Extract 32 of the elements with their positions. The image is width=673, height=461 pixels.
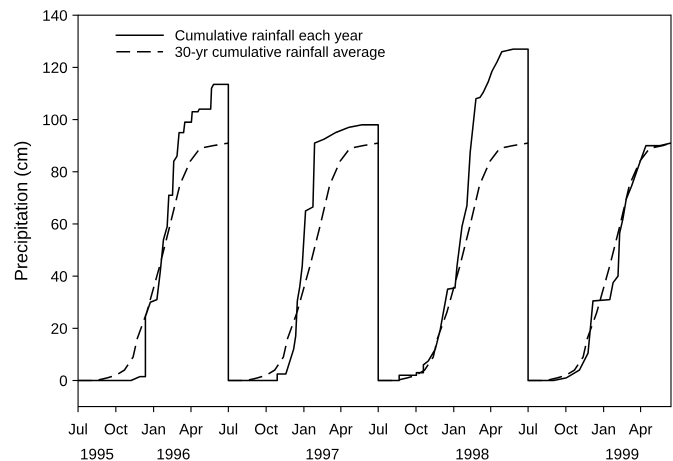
y-tick-label: 120 (43, 62, 68, 74)
legend-label: 30-yr cumulative rainfall average (175, 46, 385, 60)
y-tick-label: 0 (60, 375, 68, 386)
x-tick-label: Jan (442, 424, 466, 434)
x-tick-label: Jul (368, 423, 387, 434)
x2-tick-label: 1997 (306, 448, 339, 460)
x-tick-label: Apr (179, 424, 203, 438)
x2-tick-label: 1999 (606, 448, 638, 460)
y-tick-label: 60 (51, 218, 68, 230)
x-tick-label: Apr (628, 424, 652, 438)
x-tick-label: Jul (518, 423, 537, 434)
x-tick-label: Apr (478, 424, 502, 438)
legend-label: Cumulative rainfall each year (175, 30, 363, 44)
y-tick-label: 40 (51, 271, 68, 282)
x-tick-label: Jul (68, 423, 87, 434)
x-tick-label: Jan (292, 424, 316, 434)
x-tick-label: Oct (404, 424, 428, 434)
y-tick-label: 140 (43, 10, 68, 21)
x2-tick-label: 1995 (81, 448, 114, 460)
x-tick-label: Jan (592, 424, 615, 434)
x-tick-label: Oct (554, 424, 578, 434)
x-tick-label: Oct (104, 424, 128, 434)
x2-tick-label: 1996 (158, 448, 190, 460)
y-axis-title: Precipitation (cm) (14, 142, 32, 280)
y-tick-label: 100 (43, 114, 68, 126)
x-tick-label: Jan (142, 424, 165, 434)
x-tick-label: Jul (218, 423, 238, 434)
x2-tick-label: 1998 (456, 448, 489, 460)
y-tick-label: 80 (51, 166, 68, 178)
x-tick-label: Apr (329, 424, 352, 438)
y-tick-label: 20 (51, 323, 68, 334)
x-tick-label: Oct (254, 424, 278, 434)
